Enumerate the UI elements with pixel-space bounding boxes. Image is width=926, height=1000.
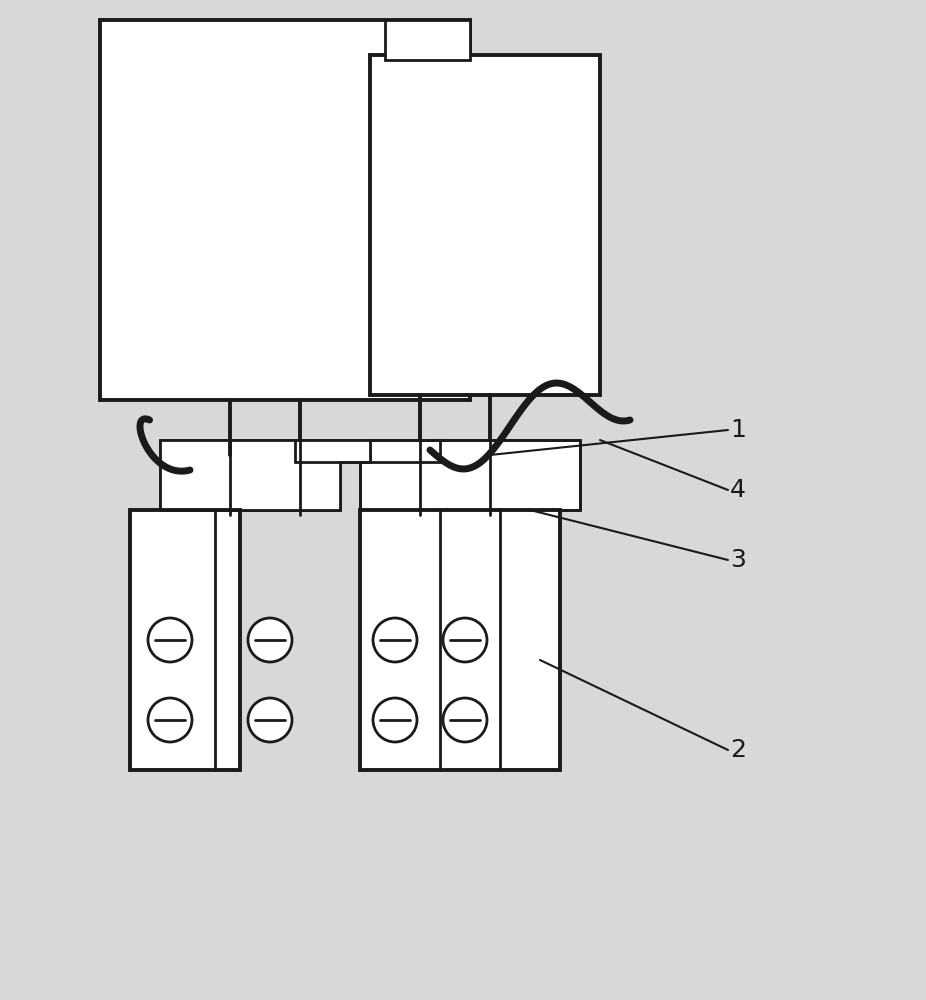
Bar: [385, 20, 470, 60]
Polygon shape: [160, 440, 370, 510]
Bar: [360, 510, 560, 770]
Circle shape: [148, 618, 192, 662]
Circle shape: [373, 698, 417, 742]
Circle shape: [148, 698, 192, 742]
Circle shape: [248, 618, 292, 662]
Polygon shape: [360, 440, 580, 510]
Circle shape: [443, 618, 487, 662]
Bar: [370, 55, 600, 395]
Text: 4: 4: [730, 478, 746, 502]
Circle shape: [373, 618, 417, 662]
Text: 1: 1: [730, 418, 745, 442]
Text: 3: 3: [730, 548, 745, 572]
Circle shape: [248, 698, 292, 742]
Bar: [130, 510, 240, 770]
Circle shape: [443, 698, 487, 742]
Polygon shape: [160, 440, 370, 510]
Bar: [100, 20, 470, 400]
Text: 2: 2: [730, 738, 746, 762]
